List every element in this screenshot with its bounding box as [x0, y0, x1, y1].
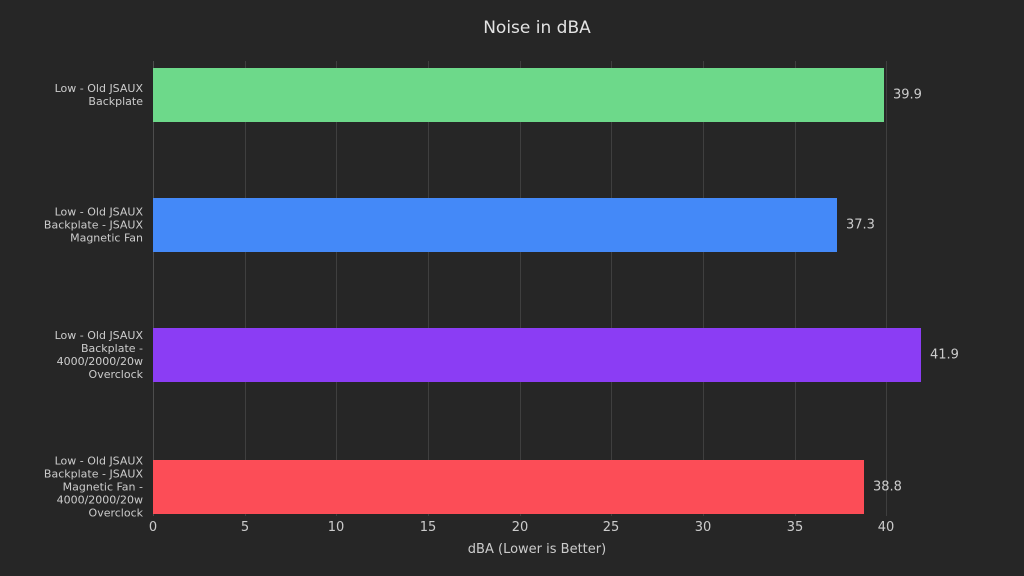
gridline	[611, 61, 612, 516]
gridline	[886, 61, 887, 516]
bar-value-label: 37.3	[846, 217, 875, 233]
x-tick-label: 35	[786, 520, 804, 535]
bar-value-label: 38.8	[873, 479, 902, 495]
category-label: Low - Old JSAUX Backplate - JSAUX Magnetic…	[43, 454, 143, 520]
bar	[153, 198, 837, 252]
y-axis-line	[153, 61, 154, 516]
x-tick-label: 15	[419, 520, 437, 535]
x-axis-label: dBA (Lower is Better)	[467, 542, 607, 557]
x-tick-label: 30	[694, 520, 712, 535]
plot-area: 0 5 10 15 20 25 30 35 40 39.9 37.3 41.9 38.8	[149, 61, 959, 535]
bar	[153, 68, 884, 122]
chart-title: Noise in dBA	[483, 18, 591, 38]
x-tick-label: 20	[511, 520, 529, 535]
bar-value-label: 41.9	[930, 347, 959, 363]
category-label: Low - Old JSAUX Backplate	[54, 82, 143, 108]
gridline	[703, 61, 704, 516]
y-axis-category-labels: Low - Old JSAUX Backplate Low - Old JSAUX B…	[0, 61, 146, 520]
x-tick-label: 40	[877, 520, 895, 535]
gridline	[245, 61, 246, 516]
gridline	[520, 61, 521, 516]
x-tick-label: 10	[327, 520, 345, 535]
x-tick-label: 5	[240, 520, 250, 535]
gridline	[795, 61, 796, 516]
gridline	[428, 61, 429, 516]
bar	[153, 460, 864, 514]
x-tick-label: 25	[602, 520, 620, 535]
bar	[153, 328, 921, 382]
category-label: Low - Old JSAUX Backplate -4000/2000/20w …	[54, 329, 143, 381]
bar-value-label: 39.9	[893, 87, 922, 103]
x-tick-label: 0	[148, 520, 158, 535]
gridline	[336, 61, 337, 516]
category-label: Low - Old JSAUX Backplate - JSAUX Magnetic…	[43, 205, 143, 245]
